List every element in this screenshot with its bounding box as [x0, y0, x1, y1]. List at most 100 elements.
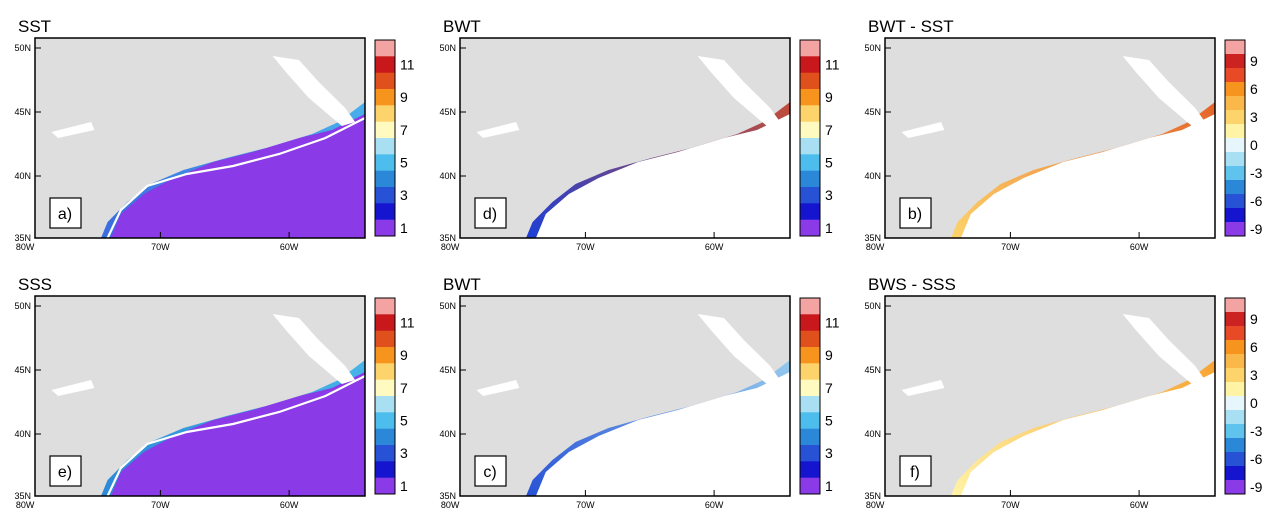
lake-mark	[901, 122, 945, 138]
panel-label: a)	[58, 206, 72, 223]
y-tick-label: 35N	[14, 233, 31, 243]
panel-label-box	[474, 455, 507, 487]
y-tick-label: 50N	[864, 43, 881, 53]
colorbar-segment	[1225, 452, 1245, 467]
colorbar-segment	[800, 105, 820, 122]
colorbar-segment	[800, 219, 820, 237]
colorbar-label: 1	[400, 478, 408, 494]
colorbar-segment	[800, 396, 820, 413]
colorbar-label: 3	[400, 187, 408, 203]
x-tick-label: 70W	[576, 500, 595, 510]
colorbar-label: 1	[400, 220, 408, 236]
colorbar: 9 6 3 0 -3 -6 -9	[1224, 39, 1263, 237]
lake-mark	[476, 380, 520, 396]
land-mask	[885, 38, 1215, 238]
colorbar: 11 9 7 5 3 1	[374, 297, 415, 495]
colorbar-segment	[1225, 208, 1245, 223]
colorbar-segment	[1225, 410, 1245, 425]
colorbar-segment	[1225, 396, 1245, 411]
colorbar-segment	[800, 154, 820, 171]
land-mask	[460, 296, 790, 496]
channel-strip	[272, 314, 356, 384]
colorbar-segment	[1225, 354, 1245, 369]
colorbar-label: 9	[1250, 311, 1258, 327]
colorbar-label: 3	[825, 187, 833, 203]
x-tick-label: 70W	[151, 500, 170, 510]
y-tick-label: 40N	[864, 429, 881, 439]
colorbar-label: 1	[825, 478, 833, 494]
colorbar-label: 11	[400, 57, 415, 73]
colorbar-segment	[375, 154, 395, 171]
x-tick-label: 80W	[16, 500, 35, 510]
colorbar-segment	[800, 89, 820, 106]
colorbar-label: 3	[400, 445, 408, 461]
colorbar-label: 0	[1250, 137, 1258, 153]
y-tick-label: 35N	[864, 233, 881, 243]
channel-strip	[697, 314, 781, 384]
colorbar-segment	[800, 56, 820, 73]
colorbar-segment	[375, 461, 395, 478]
colorbar-segment	[1225, 326, 1245, 341]
panel-label: d)	[483, 206, 497, 223]
colorbar-label: 9	[825, 89, 833, 105]
colorbar-label: 3	[825, 445, 833, 461]
y-tick-label: 45N	[864, 107, 881, 117]
x-tick-label: 70W	[1001, 242, 1020, 252]
land-mask	[460, 38, 790, 238]
colorbar-label: 7	[825, 380, 833, 396]
colorbar-segment	[800, 330, 820, 348]
colorbar-frame	[374, 297, 396, 495]
colorbar-segment	[1225, 180, 1245, 195]
land-mask	[885, 296, 1215, 496]
colorbar-label: 5	[400, 413, 408, 429]
lake-mark	[51, 380, 95, 396]
map-frame	[459, 295, 791, 497]
lake-mark	[51, 122, 95, 138]
colorbar-label: 9	[400, 89, 408, 105]
y-tick-label: 50N	[864, 301, 881, 311]
x-tick-label: 60W	[280, 500, 299, 510]
panel-label-box	[899, 455, 932, 487]
colorbar-segment	[375, 40, 395, 57]
colorbar-segment	[375, 428, 395, 446]
colorbar-label: 6	[1250, 339, 1258, 355]
x-tick-label: 60W	[1130, 500, 1149, 510]
colorbar-segment	[1225, 166, 1245, 181]
colorbar-segment	[375, 170, 395, 188]
y-tick-label: 50N	[14, 43, 31, 53]
panel-title: SSS	[18, 275, 52, 294]
colorbar-label: -9	[1250, 221, 1263, 237]
colorbar-segment	[375, 56, 395, 73]
y-tick-label: 40N	[439, 429, 456, 439]
colorbar-segment	[1225, 438, 1245, 453]
colorbar-segment	[375, 89, 395, 106]
panel-title: BWT - SST	[868, 17, 954, 36]
panel-title: BWT	[443, 17, 481, 36]
colorbar-label: -6	[1250, 193, 1263, 209]
colorbar-label: -6	[1250, 451, 1263, 467]
land-mask	[35, 296, 365, 496]
map-frame	[34, 37, 366, 239]
colorbar-segment	[800, 298, 820, 315]
y-tick-label: 45N	[14, 107, 31, 117]
colorbar-label: 5	[825, 155, 833, 171]
y-tick-label: 40N	[864, 171, 881, 181]
y-tick-label: 40N	[14, 429, 31, 439]
colorbar-segment	[375, 219, 395, 237]
colorbar-label: 3	[1250, 367, 1258, 383]
colorbar-segment	[1225, 466, 1245, 481]
colorbar-label: -3	[1250, 423, 1263, 439]
colorbar-label: 9	[1250, 53, 1258, 69]
channel-strip	[272, 56, 356, 126]
y-tick-label: 35N	[439, 233, 456, 243]
x-tick-label: 60W	[1130, 242, 1149, 252]
colorbar-segment	[375, 445, 395, 462]
colorbar-segment	[1225, 96, 1245, 111]
colorbar-segment	[375, 203, 395, 220]
y-tick-label: 35N	[14, 491, 31, 501]
colorbar-segment	[800, 203, 820, 220]
colorbar: 11 9 7 5 3 1	[374, 39, 415, 237]
panel-label: b)	[908, 206, 922, 223]
x-tick-label: 80W	[866, 500, 885, 510]
